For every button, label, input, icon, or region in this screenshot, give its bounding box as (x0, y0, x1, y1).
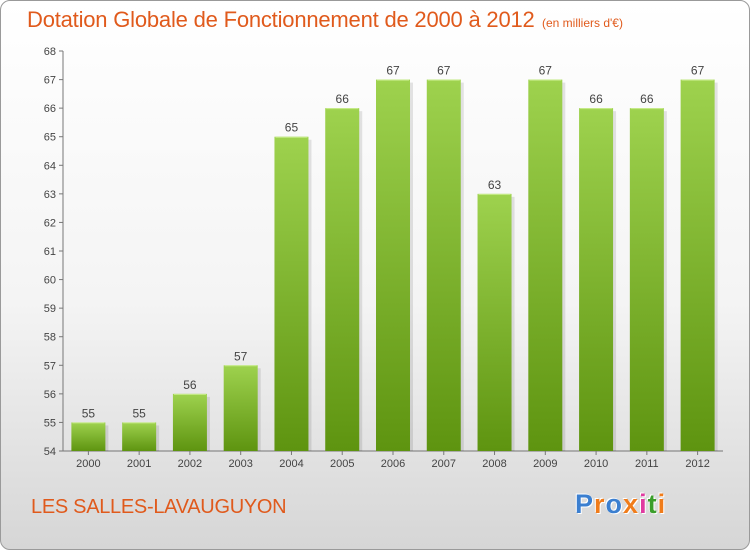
data-label-2003: 57 (234, 349, 248, 363)
x-tick-label: 2001 (127, 458, 151, 470)
data-label-2004: 65 (285, 121, 299, 135)
x-tick-label: 2005 (330, 458, 354, 470)
y-tick-label: 65 (44, 132, 56, 144)
logo-letter: t (647, 489, 658, 519)
bar-2008 (477, 193, 512, 451)
y-tick-label: 67 (44, 75, 56, 87)
bar-2001 (122, 422, 157, 451)
y-tick-label: 62 (44, 217, 56, 229)
bar-2009 (528, 79, 563, 452)
data-label-2009: 67 (539, 64, 553, 78)
x-tick-label: 2012 (685, 458, 709, 470)
y-tick-label: 56 (44, 389, 56, 401)
bar-2012 (680, 79, 715, 452)
bar-2006 (376, 79, 410, 452)
x-tick-label: 2010 (584, 458, 608, 470)
y-tick-label: 55 (44, 417, 56, 429)
y-tick-label: 61 (44, 246, 56, 258)
y-tick-label: 63 (44, 189, 56, 201)
place-name: LES SALLES-LAVAUGUYON (31, 496, 287, 518)
data-label-2001: 55 (132, 406, 146, 420)
bar-2007 (426, 79, 461, 452)
bar-2011 (629, 108, 664, 452)
x-tick-label: 2006 (381, 458, 405, 470)
y-tick-label: 58 (44, 332, 56, 344)
data-label-2007: 67 (437, 64, 451, 78)
bar-2003 (223, 365, 258, 451)
data-label-2006: 67 (386, 64, 400, 78)
chart-title: Dotation Globale de Fonctionnement de 20… (27, 7, 535, 32)
x-tick-label: 2003 (228, 458, 252, 470)
x-tick-label: 2008 (482, 458, 506, 470)
data-label-2005: 66 (336, 92, 350, 106)
bar-2010 (579, 108, 614, 452)
bar-2004 (274, 136, 309, 451)
y-tick-label: 60 (44, 275, 56, 287)
bar-2000 (71, 422, 106, 451)
x-tick-label: 2007 (432, 458, 456, 470)
y-tick-label: 57 (44, 360, 56, 372)
bar-2002 (172, 393, 207, 451)
data-label-2011: 66 (640, 92, 654, 106)
logo-letter: o (605, 489, 624, 519)
bar-2005 (325, 108, 360, 452)
chart-unit: (en milliers d'€) (542, 16, 623, 30)
x-tick-label: 2009 (533, 458, 557, 470)
data-label-2012: 67 (691, 64, 705, 78)
x-tick-label: 2002 (178, 458, 202, 470)
data-label-2008: 63 (488, 178, 502, 192)
y-tick-label: 59 (44, 303, 56, 315)
data-label-2002: 56 (183, 378, 197, 392)
y-tick-label: 54 (44, 446, 56, 458)
data-label-2010: 66 (589, 92, 603, 106)
proxiti-logo[interactable]: Proxiti (575, 489, 666, 520)
data-label-2000: 55 (82, 406, 96, 420)
y-tick-label: 66 (44, 103, 56, 115)
logo-letter: i (657, 489, 667, 519)
y-tick-label: 64 (44, 160, 56, 172)
logo-letter: i (639, 489, 648, 519)
x-tick-label: 2000 (76, 458, 100, 470)
logo-letter: r (594, 489, 606, 519)
logo-letter: P (575, 489, 595, 519)
x-tick-label: 2011 (635, 458, 659, 470)
x-tick-label: 2004 (279, 458, 303, 470)
logo-letter: x (623, 489, 640, 519)
y-tick-label: 68 (44, 46, 56, 58)
